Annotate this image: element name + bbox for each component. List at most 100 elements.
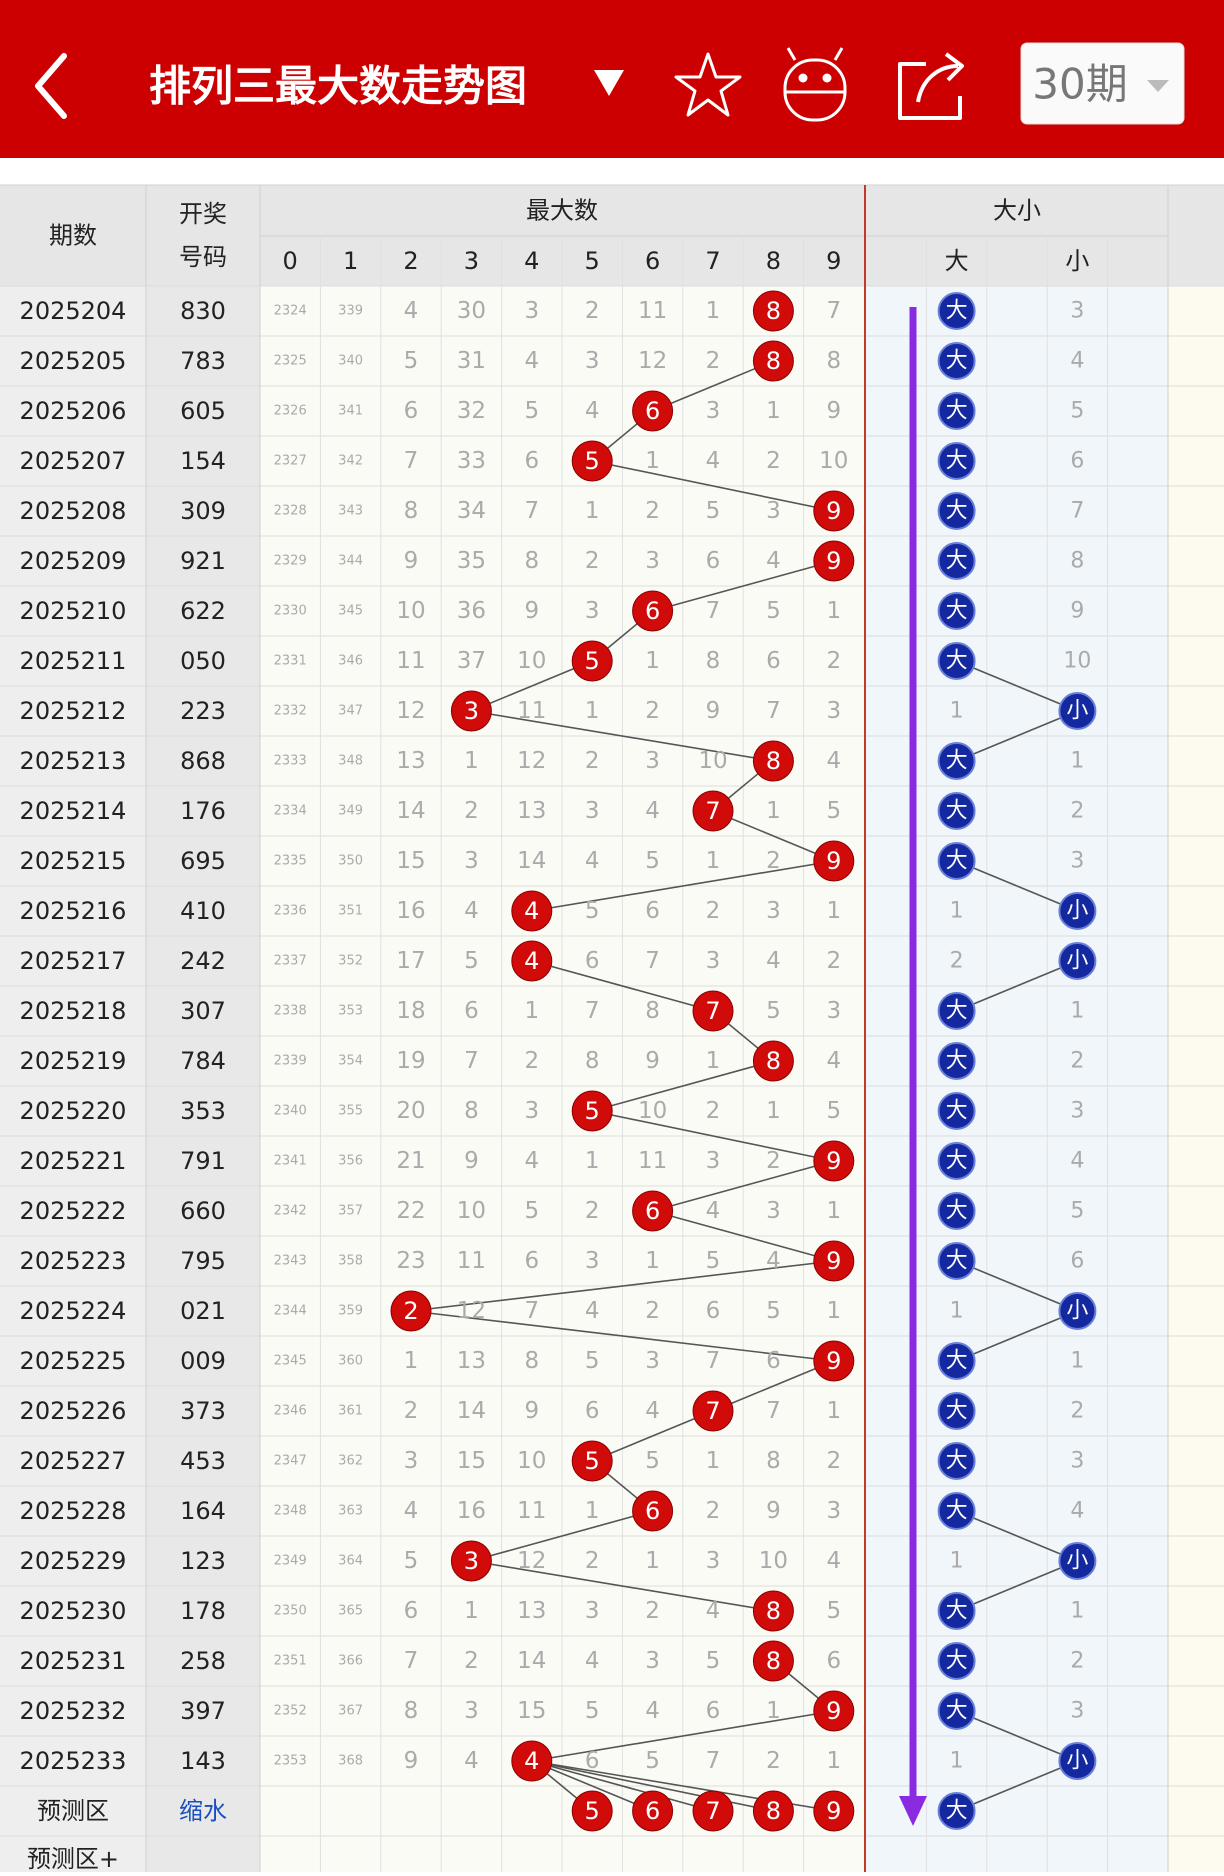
digit-header: 2 <box>403 247 418 275</box>
miss-count: 1 <box>585 498 600 524</box>
trend-line <box>712 810 835 862</box>
size-ball <box>937 642 976 680</box>
size-mark: 大 <box>946 1349 968 1374</box>
miss-count: 1 <box>645 448 660 474</box>
size-miss: 1 <box>1070 1349 1084 1374</box>
hit-ball <box>450 1540 492 1582</box>
miss-count: 2 <box>766 848 781 874</box>
size-miss: 4 <box>1070 1499 1084 1524</box>
miss-count: 368 <box>338 1754 363 1769</box>
miss-count: 2330 <box>274 604 307 619</box>
miss-count: 2343 <box>274 1254 307 1269</box>
miss-count: 2 <box>645 1598 660 1624</box>
miss-count: 341 <box>338 404 363 419</box>
miss-count: 1 <box>766 1098 781 1124</box>
hit-ball <box>692 790 734 832</box>
size-mark: 小 <box>1066 1299 1088 1324</box>
size-ball <box>937 792 976 830</box>
page-title[interactable]: 排列三最大数走势图 <box>149 62 527 111</box>
miss-count: 5 <box>585 898 600 924</box>
miss-count: 10 <box>638 1098 667 1124</box>
hit-digit: 6 <box>645 397 660 425</box>
miss-count: 7 <box>524 1298 539 1324</box>
trend-line <box>471 660 593 712</box>
hit-digit: 9 <box>826 1147 841 1175</box>
period: 2025228 <box>20 1497 127 1525</box>
share-button[interactable] <box>898 52 964 120</box>
miss-count: 4 <box>706 1598 721 1624</box>
back-button[interactable] <box>35 53 67 119</box>
draw-code: 009 <box>180 1347 226 1375</box>
miss-count: 4 <box>645 1698 660 1724</box>
miss-count: 31 <box>457 348 486 374</box>
miss-count: 13 <box>517 798 546 824</box>
miss-count: 1 <box>766 798 781 824</box>
draw-code: 660 <box>180 1197 226 1225</box>
period: 2025204 <box>20 297 127 325</box>
miss-count: 1 <box>645 648 660 674</box>
miss-count: 1 <box>645 1548 660 1574</box>
period: 2025230 <box>20 1597 127 1625</box>
miss-count: 3 <box>645 548 660 574</box>
miss-count: 2 <box>464 1648 479 1674</box>
robot-button[interactable] <box>783 47 847 122</box>
miss-count: 2350 <box>274 1604 307 1619</box>
hit-ball <box>813 840 855 882</box>
draw-code: 695 <box>180 847 226 875</box>
size-ball <box>937 392 976 430</box>
trend-lines <box>410 360 1078 1812</box>
period: 2025219 <box>20 1047 127 1075</box>
draw-code: 605 <box>180 397 226 425</box>
miss-count: 15 <box>457 1448 486 1474</box>
miss-count: 18 <box>396 998 425 1024</box>
hit-ball <box>632 390 674 432</box>
miss-count: 5 <box>766 1298 781 1324</box>
period: 2025221 <box>20 1147 127 1175</box>
trend-line <box>531 1710 834 1762</box>
miss-count: 6 <box>585 948 600 974</box>
miss-count: 2 <box>706 1498 721 1524</box>
predict-filter[interactable]: 缩水 <box>179 1797 227 1825</box>
period-selector[interactable] <box>1020 42 1185 125</box>
size-mark: 大 <box>946 1399 968 1424</box>
hit-ball <box>813 1340 855 1382</box>
miss-count: 1 <box>706 848 721 874</box>
miss-count: 5 <box>524 398 539 424</box>
miss-count: 3 <box>706 1148 721 1174</box>
miss-count: 4 <box>404 1498 419 1524</box>
title-dropdown-icon[interactable] <box>594 70 624 96</box>
size-mark: 大 <box>946 849 968 874</box>
size-mark: 大 <box>946 399 968 424</box>
miss-count: 2327 <box>274 454 307 469</box>
miss-count: 2 <box>826 1448 841 1474</box>
miss-count: 2331 <box>274 654 307 669</box>
miss-count: 3 <box>706 1548 721 1574</box>
size-miss: 3 <box>1070 1449 1084 1474</box>
hit-digit: 9 <box>826 847 841 875</box>
size-miss: 6 <box>1070 449 1084 474</box>
period: 2025232 <box>20 1697 127 1725</box>
miss-count: 21 <box>396 1148 425 1174</box>
miss-count: 6 <box>524 448 539 474</box>
size-mark: 大 <box>946 299 968 324</box>
miss-count: 1 <box>766 398 781 424</box>
digit-group-header: 最大数 <box>526 197 598 225</box>
digit-header: 1 <box>343 247 358 275</box>
period-selector-label[interactable]: 30期 <box>1032 60 1127 109</box>
size-trend-line <box>956 860 1078 912</box>
draw-code: 164 <box>180 1497 226 1525</box>
predict-ball <box>813 1790 855 1832</box>
period: 2025215 <box>20 847 127 875</box>
digit-header: 8 <box>766 247 781 275</box>
miss-count: 7 <box>826 298 841 324</box>
trend-line <box>652 1160 835 1212</box>
hit-ball <box>752 340 794 382</box>
digit-header: 5 <box>585 247 600 275</box>
miss-count: 3 <box>826 998 841 1024</box>
period-selector-arrow[interactable] <box>1147 80 1169 92</box>
favorite-button[interactable] <box>674 52 742 117</box>
period: 2025227 <box>20 1447 127 1475</box>
size-mark: 大 <box>946 499 968 524</box>
code-column-bg <box>146 185 260 1872</box>
miss-count: 4 <box>826 1548 841 1574</box>
